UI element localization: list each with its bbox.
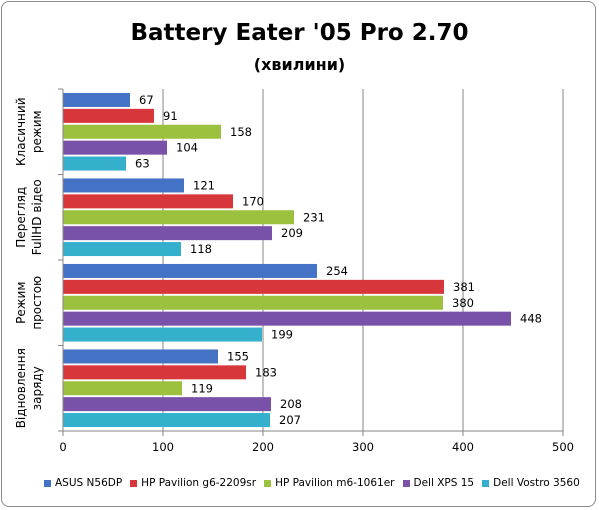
legend-item: Dell Vostro 3560 xyxy=(482,476,580,490)
data-label: 63 xyxy=(135,157,150,171)
data-label: 158 xyxy=(230,125,252,139)
data-label: 209 xyxy=(281,226,303,240)
x-tick-label: 0 xyxy=(59,440,66,454)
data-label: 121 xyxy=(193,178,215,192)
data-label: 207 xyxy=(279,413,301,427)
data-label: 448 xyxy=(520,312,542,326)
legend-item: HP Pavilion m6-1061er xyxy=(264,476,395,490)
chart-legend: ASUS N56DP HP Pavilion g6-2209sr HP Pavili… xyxy=(44,476,588,490)
x-tick-label: 100 xyxy=(152,440,174,454)
data-label: 199 xyxy=(271,328,293,342)
data-label: 67 xyxy=(139,93,154,107)
data-label: 183 xyxy=(255,365,277,379)
bar xyxy=(63,210,294,225)
bar xyxy=(63,413,270,428)
legend-item: Dell XPS 15 xyxy=(402,476,475,490)
category-label: простою xyxy=(30,276,44,330)
data-label: 119 xyxy=(191,381,213,395)
legend-swatch xyxy=(130,479,138,487)
bar xyxy=(63,279,444,294)
legend-swatch xyxy=(264,479,272,487)
bar xyxy=(63,140,167,155)
data-label: 208 xyxy=(280,397,302,411)
legend-item: HP Pavilion g6-2209sr xyxy=(130,476,256,490)
legend-swatch xyxy=(402,479,410,487)
bar xyxy=(63,397,271,412)
bar xyxy=(63,108,154,123)
legend-item: ASUS N56DP xyxy=(44,476,122,490)
category-label: Класичний xyxy=(14,98,28,166)
bar xyxy=(63,178,184,193)
x-tick-label: 400 xyxy=(452,440,474,454)
bar xyxy=(63,194,233,209)
x-tick-label: 200 xyxy=(252,440,274,454)
legend-label: HP Pavilion m6-1061er xyxy=(275,477,395,489)
bar xyxy=(63,226,272,241)
bar xyxy=(63,92,130,107)
bar xyxy=(63,381,182,396)
data-label: 104 xyxy=(176,141,198,155)
legend-label: HP Pavilion g6-2209sr xyxy=(141,477,257,489)
data-label: 381 xyxy=(453,280,475,294)
bar xyxy=(63,327,262,342)
category-label: режим xyxy=(30,110,44,153)
data-label: 254 xyxy=(326,264,348,278)
data-label: 118 xyxy=(190,242,212,256)
chart-subtitle: (хвилини) xyxy=(253,55,346,74)
x-tick-label: 300 xyxy=(352,440,374,454)
x-tick-label: 500 xyxy=(552,440,574,454)
bar xyxy=(63,365,246,380)
category-label: Відновлення xyxy=(14,348,28,428)
bar xyxy=(63,263,317,278)
legend-label: Dell XPS 15 xyxy=(413,477,475,489)
bar xyxy=(63,124,221,139)
data-label: 380 xyxy=(452,296,474,310)
category-label: Перегляд xyxy=(14,187,28,248)
legend-swatch xyxy=(482,479,490,487)
category-label: FullHD відео xyxy=(30,179,44,255)
chart-title: Battery Eater '05 Pro 2.70 xyxy=(130,20,469,46)
bar xyxy=(63,349,218,364)
legend-label: Dell Vostro 3560 xyxy=(493,477,580,489)
data-label: 231 xyxy=(303,210,325,224)
bar xyxy=(63,242,181,257)
legend-swatch xyxy=(44,479,51,487)
bar xyxy=(63,311,511,326)
category-label: Режим xyxy=(14,282,28,324)
data-label: 155 xyxy=(227,349,249,363)
data-label: 91 xyxy=(163,109,178,123)
bar xyxy=(63,156,126,171)
category-label: заряду xyxy=(30,366,44,410)
legend-label: ASUS N56DP xyxy=(55,477,123,489)
bar xyxy=(63,295,443,310)
data-label: 170 xyxy=(242,194,264,208)
